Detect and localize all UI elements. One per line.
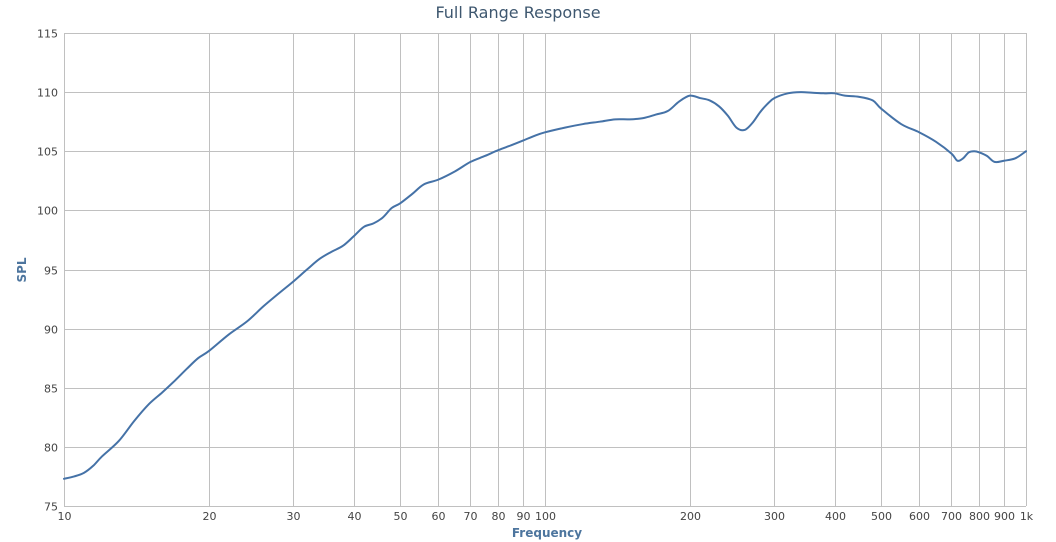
y-axis-tick-labels: 75 80 85 90 95 100 105 110 115	[37, 28, 58, 514]
x-tick-label: 30	[287, 510, 301, 523]
x-tick-label: 10	[58, 510, 72, 523]
x-tick-label: 80	[492, 510, 506, 523]
x-tick-label: 800	[969, 510, 990, 523]
x-tick-label: 400	[825, 510, 846, 523]
y-tick-label: 105	[37, 146, 58, 159]
x-tick-label: 60	[432, 510, 446, 523]
chart-title: Full Range Response	[435, 3, 600, 22]
y-tick-label: 100	[37, 205, 58, 218]
x-tick-label: 600	[909, 510, 930, 523]
x-tick-label: 1k	[1020, 510, 1034, 523]
y-tick-label: 110	[37, 87, 58, 100]
x-tick-label: 700	[941, 510, 962, 523]
x-tick-label: 90	[517, 510, 531, 523]
x-tick-label: 50	[394, 510, 408, 523]
y-tick-label: 115	[37, 28, 58, 41]
y-axis-title: SPL	[15, 257, 29, 282]
x-tick-label: 200	[680, 510, 701, 523]
x-tick-label: 20	[203, 510, 217, 523]
y-tick-label: 95	[44, 265, 58, 278]
x-tick-label: 300	[764, 510, 785, 523]
y-tick-label: 80	[44, 442, 58, 455]
y-tick-label: 90	[44, 324, 58, 337]
x-gridlines	[64, 33, 1027, 506]
x-tick-label: 70	[464, 510, 478, 523]
spl-series-line	[63, 91, 1027, 480]
x-axis-tick-labels: 10 20 30 40 50 60 70 80 90 100 200 300 400 500 600 700 8…	[58, 510, 1034, 523]
x-tick-label: 900	[994, 510, 1015, 523]
x-tick-label: 500	[871, 510, 892, 523]
y-tick-label: 85	[44, 383, 58, 396]
y-tick-label: 75	[44, 501, 58, 514]
x-tick-label: 100	[535, 510, 556, 523]
x-tick-label: 40	[348, 510, 362, 523]
x-axis-title: Frequency	[512, 526, 582, 540]
